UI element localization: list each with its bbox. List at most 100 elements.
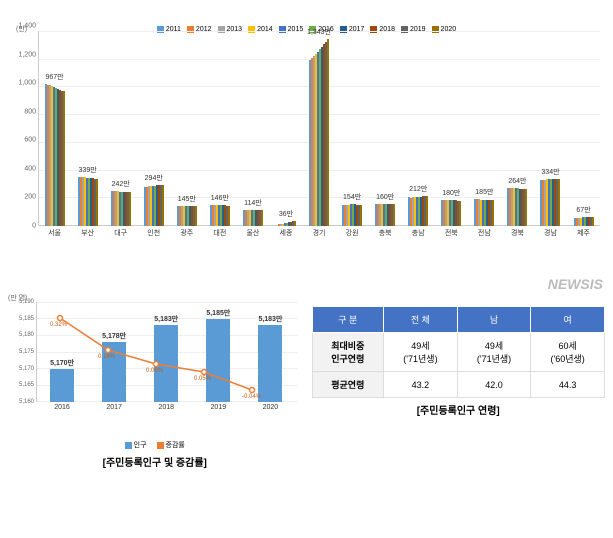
combo-y-tick: 5,180 <box>19 332 34 338</box>
y-tick: 200 <box>24 194 36 201</box>
bar <box>558 179 560 226</box>
bar <box>63 91 65 226</box>
combo-bar-label: 5,183만 <box>154 314 178 324</box>
bar <box>195 206 197 226</box>
region-value: 339만 <box>79 165 97 175</box>
legend-line: 증감률 <box>157 440 185 450</box>
combo-bar-label: 5,170만 <box>50 358 74 368</box>
region-value: 67만 <box>576 205 590 215</box>
region-value: 185만 <box>475 187 493 197</box>
y-tick: 1,200 <box>18 51 36 58</box>
line-point-label: 0.09% <box>146 368 163 374</box>
bar <box>360 205 362 226</box>
region-value: 264만 <box>508 176 526 186</box>
age-table: 구 분전 체남여 최대비중 인구연령49세 ('71년생)49세 ('71년생)… <box>312 306 606 398</box>
combo-bar-wrap: 5,183만2020 <box>244 314 296 402</box>
table-cell: 60세 ('60년생) <box>531 333 605 372</box>
region-value: 294만 <box>145 173 163 183</box>
combo-bar <box>50 369 74 402</box>
bar <box>261 210 263 226</box>
combo-x-label: 2019 <box>211 404 227 411</box>
region-label: 대전 <box>213 228 226 238</box>
region-group: 광주145만 <box>170 206 203 226</box>
region-group: 인천294만 <box>137 185 170 226</box>
y-tick: 600 <box>24 137 36 144</box>
combo-bars: 5,170만20165,178만20175,183만20185,185만2019… <box>36 302 297 402</box>
combo-y-tick: 5,165 <box>19 382 34 388</box>
region-label: 대구 <box>114 228 127 238</box>
bar <box>96 179 98 226</box>
region-value: 212만 <box>409 184 427 194</box>
table-cell: 49세 ('71년생) <box>457 333 531 372</box>
bars-area: 서울967만부산339만대구242만인천294만광주145만대전146만울산11… <box>38 31 600 226</box>
region-label: 경북 <box>511 228 524 238</box>
combo-x-label: 2018 <box>158 404 174 411</box>
combo-bar-wrap: 5,178만2017 <box>88 331 140 402</box>
right-caption: [주민등록인구 연령] <box>312 402 606 417</box>
region-group: 부산339만 <box>71 177 104 226</box>
region-group: 경남334만 <box>534 179 567 226</box>
bar-swatch <box>125 442 132 449</box>
region-label: 서울 <box>48 228 61 238</box>
combo-bar-label: 5,185만 <box>206 308 230 318</box>
region-value: 146만 <box>211 193 229 203</box>
bar <box>426 196 428 226</box>
bar <box>492 200 494 226</box>
combo-bar <box>258 325 282 402</box>
combo-y-tick: 5,175 <box>19 349 34 355</box>
combo-legend: 인구 증감률 <box>8 440 302 450</box>
region-value: 180만 <box>442 188 460 198</box>
table-header: 전 체 <box>384 307 458 333</box>
y-tick: 1,000 <box>18 80 36 87</box>
region-value: 160만 <box>376 192 394 202</box>
bar <box>228 206 230 226</box>
region-group: 제주67만 <box>567 217 600 226</box>
population-trend-chart: (만 명) 5,1605,1655,1705,1755,1805,1855,19… <box>8 296 302 426</box>
combo-bar-label: 5,183만 <box>258 314 282 324</box>
region-value: 114만 <box>244 198 262 208</box>
combo-y-tick: 5,190 <box>19 299 34 305</box>
region-group: 충남212만 <box>402 196 435 226</box>
region-value: 36만 <box>279 209 293 219</box>
combo-y-axis: 5,1605,1655,1705,1755,1805,1855,190 <box>8 302 36 402</box>
bar <box>592 217 594 226</box>
table-header: 여 <box>531 307 605 333</box>
region-value: 1,343만 <box>307 27 331 37</box>
watermark: NEWSIS <box>548 276 603 292</box>
region-value: 967만 <box>45 72 63 82</box>
combo-y-tick: 5,170 <box>19 366 34 372</box>
bar <box>525 189 527 226</box>
region-group: 전북180만 <box>435 200 468 226</box>
region-group: 경북264만 <box>501 188 534 226</box>
bar <box>393 204 395 226</box>
y-tick: 400 <box>24 165 36 172</box>
combo-bar-wrap: 5,183만2018 <box>140 314 192 402</box>
region-value: 145만 <box>178 194 196 204</box>
combo-x-label: 2017 <box>106 404 122 411</box>
regional-population-chart: (만) 02004006008001,0001,2001,400 서울967만부… <box>8 26 605 286</box>
region-group: 충북160만 <box>369 204 402 226</box>
bar <box>294 221 296 226</box>
row-label: 최대비중 인구연령 <box>312 333 384 372</box>
combo-bar-wrap: 5,170만2016 <box>36 358 88 402</box>
region-label: 강원 <box>346 228 359 238</box>
bar <box>459 201 461 226</box>
table-cell: 43.2 <box>384 372 458 398</box>
region-group: 서울967만 <box>38 84 71 226</box>
bar <box>327 39 329 226</box>
region-value: 154만 <box>343 192 361 202</box>
left-caption: [주민등록인구 및 증감률] <box>8 454 302 469</box>
line-swatch <box>157 442 164 449</box>
table-header: 구 분 <box>312 307 384 333</box>
region-group: 울산114만 <box>236 210 269 226</box>
line-point-label: 0.32% <box>50 322 67 328</box>
line-point-label: 0.05% <box>194 376 211 382</box>
region-group: 대전146만 <box>203 205 236 226</box>
region-label: 전북 <box>445 228 458 238</box>
region-label: 전남 <box>478 228 491 238</box>
region-label: 울산 <box>246 228 259 238</box>
region-group: 대구242만 <box>104 191 137 226</box>
region-label: 부산 <box>81 228 94 238</box>
combo-y-tick: 5,185 <box>19 316 34 322</box>
region-label: 제주 <box>577 228 590 238</box>
